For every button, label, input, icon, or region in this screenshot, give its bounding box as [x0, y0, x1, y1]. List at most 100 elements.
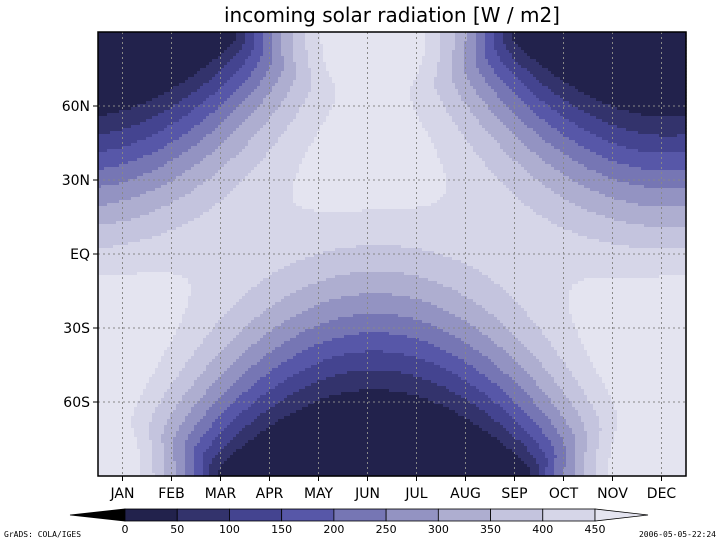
field-cell [170, 89, 198, 93]
field-cell [293, 185, 447, 189]
field-cell [191, 287, 252, 291]
field-cell [266, 392, 294, 396]
field-cell [254, 110, 276, 114]
field-cell [164, 128, 192, 132]
field-cell [176, 227, 564, 231]
field-cell [449, 311, 489, 315]
field-cell [98, 431, 135, 435]
field-cell [173, 455, 186, 459]
x-tick-label: JAN [110, 486, 135, 502]
field-cell [215, 401, 234, 405]
field-cell [191, 431, 207, 435]
field-cell [194, 164, 225, 168]
field-cell [98, 344, 171, 348]
field-cell [512, 71, 531, 75]
field-cell [638, 203, 687, 207]
field-cell [194, 350, 222, 354]
field-cell [551, 443, 564, 447]
field-cell [98, 68, 201, 72]
field-cell [182, 224, 558, 228]
field-cell [533, 128, 558, 132]
field-cell [188, 278, 264, 282]
field-cell [527, 446, 540, 450]
field-cell [98, 152, 153, 156]
field-cell [485, 392, 507, 396]
field-cell [515, 452, 531, 456]
x-tick-label: DEC [647, 486, 677, 502]
field-cell [209, 209, 315, 213]
field-cell [440, 50, 453, 54]
field-cell [446, 188, 510, 192]
field-cell [539, 326, 576, 330]
field-cell [98, 311, 186, 315]
field-cell [482, 74, 498, 78]
field-cell [185, 308, 231, 312]
field-cell [182, 152, 213, 156]
field-cell [203, 212, 537, 216]
field-cell [464, 62, 477, 66]
field-cell [485, 47, 495, 51]
field-cell [506, 326, 540, 330]
field-cell [518, 383, 537, 387]
field-cell [452, 62, 465, 66]
field-cell [206, 134, 231, 138]
field-cell [215, 173, 249, 177]
field-cell [131, 425, 150, 429]
field-cell [296, 176, 447, 180]
field-cell [164, 350, 195, 354]
field-cell [545, 140, 576, 144]
field-cell [293, 188, 447, 192]
field-cell [515, 194, 561, 198]
field-cell [98, 458, 141, 462]
field-cell [305, 329, 444, 333]
field-cell [542, 332, 579, 336]
field-cell [218, 377, 240, 381]
field-cell [455, 83, 471, 87]
field-cell [398, 314, 456, 318]
field-cell [467, 380, 492, 384]
field-cell [500, 98, 522, 102]
x-tick-label: FEB [158, 486, 185, 502]
field-cell [302, 287, 453, 291]
field-cell [128, 242, 612, 246]
field-cell [533, 176, 570, 180]
field-cell [257, 107, 279, 111]
field-cell [437, 89, 459, 93]
field-cell [203, 158, 231, 162]
field-cell [200, 215, 543, 219]
field-cell [146, 137, 180, 141]
field-cell [452, 116, 477, 120]
field-cell [638, 149, 687, 153]
field-cell [503, 35, 513, 39]
field-cell [161, 359, 189, 363]
field-cell [119, 200, 174, 204]
field-cell [293, 80, 312, 84]
field-cell [161, 440, 174, 444]
field-cell [332, 77, 417, 81]
field-cell [191, 191, 231, 195]
field-cell [566, 365, 594, 369]
y-tick-label: 30S [63, 321, 90, 337]
field-cell [563, 173, 603, 177]
field-cell [149, 425, 165, 429]
field-cell [422, 299, 474, 303]
footer-right: 2006-05-05-22:24 [639, 530, 716, 539]
field-cell [134, 407, 156, 411]
field-cell [527, 104, 549, 108]
field-cell [206, 98, 228, 102]
colorbar-segment [385, 508, 439, 522]
field-cell [275, 302, 321, 306]
field-cell [542, 83, 570, 87]
field-cell [542, 215, 606, 219]
field-cell [263, 356, 294, 360]
field-cell [164, 458, 174, 462]
field-cell [305, 38, 321, 42]
field-cell [206, 389, 228, 393]
field-cell [308, 65, 327, 69]
field-cell [485, 56, 501, 60]
field-cell [455, 335, 489, 339]
field-cell [242, 410, 267, 414]
field-cell [536, 131, 561, 135]
field-cell [431, 380, 468, 384]
field-cell [269, 68, 285, 72]
